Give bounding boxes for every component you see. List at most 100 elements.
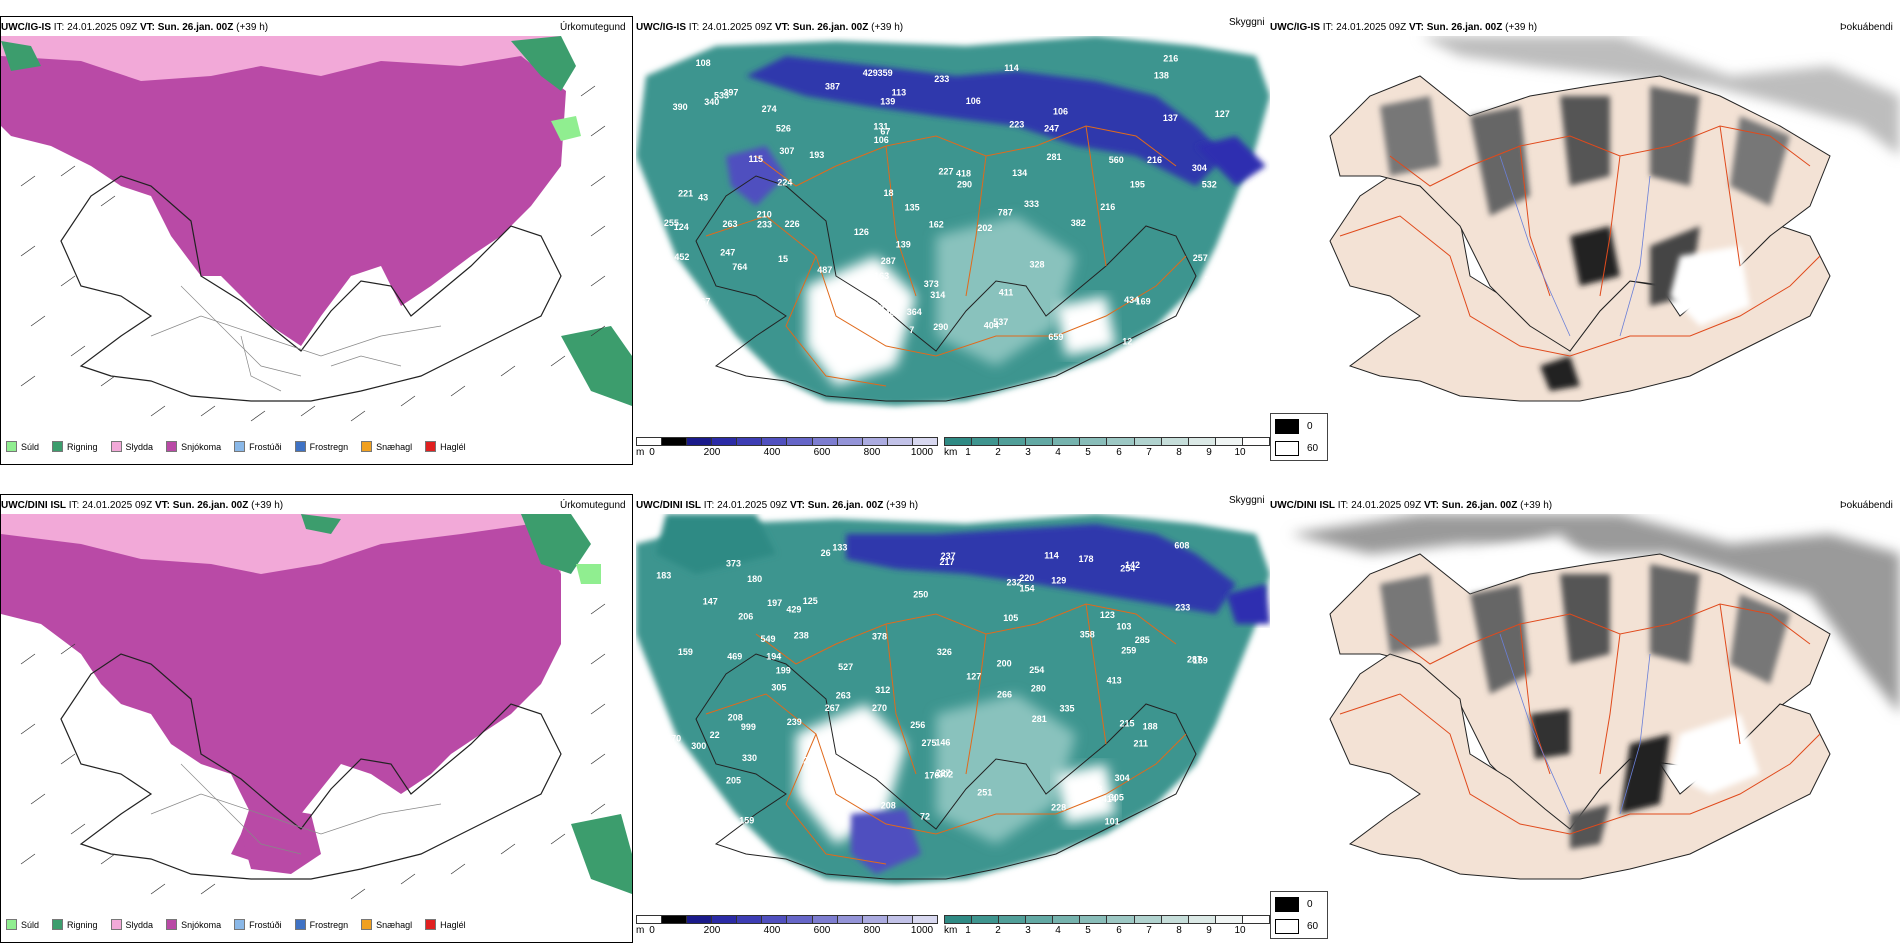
legend-item-freezing-rain: Frostregn [294, 441, 349, 452]
panel-variable-name: Þokuábendi [1840, 500, 1893, 511]
cloud-base-label: 333 [1024, 199, 1039, 209]
fog-legend-item: 0 [1271, 894, 1327, 914]
cloud-base-label: 345 [1205, 274, 1220, 284]
cloud-base-label: 373 [924, 279, 939, 289]
cloud-base-label: 105 [1003, 613, 1018, 623]
cloud-base-label: 532 [1202, 180, 1217, 190]
colorbar-tick: 400 [763, 447, 781, 458]
legend-label: Slydda [125, 919, 154, 930]
legend-label: Haglél [440, 919, 466, 930]
colorbar-tick: 6 [1116, 925, 1122, 936]
cloud-base-label: 266 [997, 690, 1012, 700]
visibility-ticks: km 1 2 3 4 5 6 7 8 9 10 [944, 924, 1270, 937]
cloud-base-label: 397 [723, 87, 738, 97]
legend-swatch [294, 919, 306, 930]
colorbar-tick: 4 [1055, 925, 1061, 936]
legend-item-snow-pellets: Snæhagl [361, 919, 412, 930]
cloud-base-label: 138 [1154, 71, 1169, 81]
cloud-base-label: 287 [1187, 655, 1202, 665]
cloud-base-label: 224 [777, 178, 792, 188]
cloud-base-label: 103 [1116, 621, 1131, 631]
visibility-colorbar-cells [944, 915, 1270, 924]
colorbar-tick: 0 [649, 447, 655, 458]
cloud-base-label: 200 [997, 659, 1012, 669]
legend-swatch [6, 919, 17, 930]
cloud-base-label: 387 [825, 81, 840, 91]
cloud-base-label: 367 [695, 296, 710, 306]
cloud-base-label: 285 [1135, 635, 1150, 645]
precip-map [1, 36, 632, 436]
map-frame [0, 16, 633, 465]
legend-item-sleet: Slydda [110, 919, 154, 930]
cloud-base-label: 434 [1124, 295, 1139, 305]
cloud-base-label: 263 [836, 691, 851, 701]
colorbar-tick: 400 [763, 925, 781, 936]
cloud-base-label: 764 [732, 262, 747, 272]
panel-variable-name: Úrkomutegund [560, 22, 626, 33]
cloud-base-label: 159 [1193, 655, 1208, 665]
cloud-base-label: 414 [1102, 794, 1117, 804]
legend-label: Frostúði [249, 441, 282, 452]
cloud-base-label: 238 [687, 806, 702, 816]
cloud-base-label: 290 [933, 322, 948, 332]
cloud-base-label: 123 [1100, 610, 1115, 620]
cloud-base-label: 378 [872, 632, 887, 642]
cloud-base-label: 302 [938, 770, 953, 780]
panel-title: UWC/IG-IS IT: 24.01.2025 09Z VT: Sun. 26… [1270, 22, 1538, 33]
cloud-base-label: 26 [821, 548, 831, 558]
cloud-base-label: 126 [854, 227, 869, 237]
colorbar-tick: 200 [703, 447, 721, 458]
cloud-base-label: 198 [1087, 784, 1102, 794]
cloud-base-label: 216 [1163, 54, 1178, 64]
colorbar-tick: 0 [649, 925, 655, 936]
cloud-base-label: 208 [728, 713, 743, 723]
cloud-base-label: 305 [1109, 792, 1124, 802]
colorbar-tick: 800 [863, 925, 881, 936]
cloud-base-label: 254 [1029, 665, 1044, 675]
legend-item-freezing-rain: Frostregn [294, 919, 348, 930]
fog-legend-swatch [1275, 918, 1299, 934]
cloud-base-label: 113 [892, 88, 907, 98]
cloud-base-label: 281 [1032, 714, 1047, 724]
cloud-base-label: 413 [1107, 676, 1122, 686]
colorbar-tick: 1 [965, 447, 971, 458]
cloud-base-label: 146 [935, 738, 950, 748]
cloud-base-label: 359 [878, 68, 893, 78]
cloud-base-label: 411 [999, 288, 1014, 298]
legend-label: Súld [21, 441, 40, 452]
cloudbase-ticks: m 0 200 400 600 800 1000 [636, 924, 938, 937]
cloud-base-label: 233 [1175, 603, 1190, 613]
cloud-base-label: 263 [723, 219, 738, 229]
legend-label: Frostregn [309, 441, 349, 452]
fog-legend-swatch [1275, 418, 1299, 434]
legend-swatch [425, 919, 437, 930]
cloud-base-label: 340 [704, 97, 719, 107]
cloud-base-label: 373 [726, 559, 741, 569]
legend-label: Haglél [440, 441, 466, 452]
colorbar-tick: 2 [995, 447, 1001, 458]
cloud-base-label: 267 [825, 703, 840, 713]
legend-swatch [294, 441, 306, 452]
precip-map [1, 514, 632, 914]
cloud-base-label: 199 [776, 665, 791, 675]
cloud-base-label: 305 [771, 682, 786, 692]
cloud-base-label: 281 [1047, 152, 1062, 162]
legend-label: Rigning [67, 441, 98, 452]
cloud-base-label: 549 [761, 634, 776, 644]
cloud-base-label: 139 [896, 240, 911, 250]
cloud-panel-row2: UWC/DINI ISL IT: 24.01.2025 09Z VT: Sun.… [636, 478, 1270, 948]
legend-item-snow: Snjókoma [166, 919, 221, 930]
cloud-base-label: 215 [1120, 719, 1135, 729]
cloud-base-label: 404 [984, 320, 999, 330]
legend-label: Snæhagl [376, 441, 413, 452]
panel-title: UWC/IG-IS IT: 24.01.2025 09Z VT: Sun. 26… [636, 22, 904, 33]
cloud-base-label: 95 [1173, 319, 1183, 329]
cloud-base-label: 162 [929, 219, 944, 229]
cloud-base-label: 211 [1134, 739, 1149, 749]
cloud-base-label: 275 [922, 738, 937, 748]
cloud-base-label: 223 [1009, 120, 1024, 130]
cloud-base-label: 114 [1044, 550, 1059, 560]
cloud-base-label: 139 [880, 96, 895, 106]
cloud-base-label: 290 [957, 179, 972, 189]
